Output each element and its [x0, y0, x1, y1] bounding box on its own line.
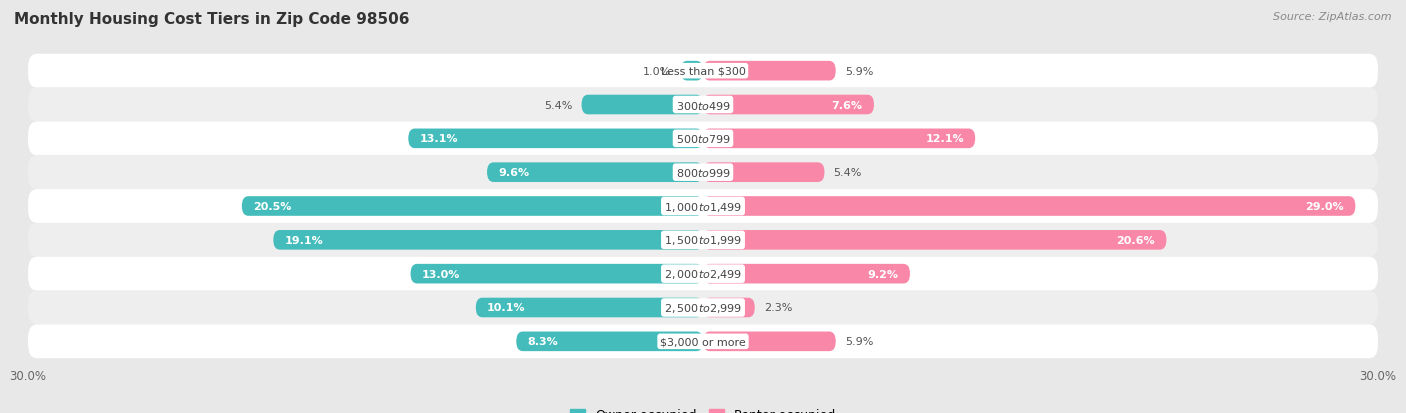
FancyBboxPatch shape: [703, 163, 824, 183]
Text: 19.1%: 19.1%: [284, 235, 323, 245]
Text: 13.1%: 13.1%: [419, 134, 458, 144]
Text: 5.4%: 5.4%: [834, 168, 862, 178]
FancyBboxPatch shape: [28, 55, 1378, 88]
FancyBboxPatch shape: [411, 264, 703, 284]
Text: Source: ZipAtlas.com: Source: ZipAtlas.com: [1274, 12, 1392, 22]
FancyBboxPatch shape: [703, 129, 976, 149]
FancyBboxPatch shape: [273, 230, 703, 250]
Text: Less than $300: Less than $300: [661, 66, 745, 76]
Text: $500 to $799: $500 to $799: [675, 133, 731, 145]
FancyBboxPatch shape: [242, 197, 703, 216]
FancyBboxPatch shape: [28, 257, 1378, 291]
FancyBboxPatch shape: [703, 332, 835, 351]
Text: 1.0%: 1.0%: [644, 66, 672, 76]
Text: 12.1%: 12.1%: [925, 134, 965, 144]
FancyBboxPatch shape: [28, 122, 1378, 156]
Text: 8.3%: 8.3%: [527, 337, 558, 347]
FancyBboxPatch shape: [681, 62, 703, 81]
Text: 9.2%: 9.2%: [868, 269, 898, 279]
FancyBboxPatch shape: [703, 95, 875, 115]
Text: $2,500 to $2,999: $2,500 to $2,999: [664, 301, 742, 314]
FancyBboxPatch shape: [28, 325, 1378, 358]
Text: $2,000 to $2,499: $2,000 to $2,499: [664, 268, 742, 280]
Text: 5.9%: 5.9%: [845, 337, 873, 347]
Text: 13.0%: 13.0%: [422, 269, 460, 279]
FancyBboxPatch shape: [408, 129, 703, 149]
Text: 5.4%: 5.4%: [544, 100, 572, 110]
Text: 2.3%: 2.3%: [763, 303, 792, 313]
Text: 9.6%: 9.6%: [498, 168, 530, 178]
FancyBboxPatch shape: [28, 88, 1378, 122]
FancyBboxPatch shape: [703, 264, 910, 284]
Text: $800 to $999: $800 to $999: [675, 167, 731, 179]
Text: $3,000 or more: $3,000 or more: [661, 337, 745, 347]
Text: $300 to $499: $300 to $499: [675, 99, 731, 111]
FancyBboxPatch shape: [28, 190, 1378, 223]
Text: 7.6%: 7.6%: [832, 100, 863, 110]
FancyBboxPatch shape: [703, 230, 1167, 250]
FancyBboxPatch shape: [703, 62, 835, 81]
Text: $1,500 to $1,999: $1,500 to $1,999: [664, 234, 742, 247]
FancyBboxPatch shape: [28, 156, 1378, 190]
Text: 20.5%: 20.5%: [253, 202, 291, 211]
FancyBboxPatch shape: [28, 291, 1378, 325]
Text: Monthly Housing Cost Tiers in Zip Code 98506: Monthly Housing Cost Tiers in Zip Code 9…: [14, 12, 409, 27]
Text: 20.6%: 20.6%: [1116, 235, 1156, 245]
FancyBboxPatch shape: [582, 95, 703, 115]
FancyBboxPatch shape: [516, 332, 703, 351]
FancyBboxPatch shape: [475, 298, 703, 318]
Text: 5.9%: 5.9%: [845, 66, 873, 76]
FancyBboxPatch shape: [28, 223, 1378, 257]
FancyBboxPatch shape: [703, 197, 1355, 216]
Legend: Owner-occupied, Renter-occupied: Owner-occupied, Renter-occupied: [565, 404, 841, 413]
Text: 10.1%: 10.1%: [486, 303, 526, 313]
FancyBboxPatch shape: [486, 163, 703, 183]
FancyBboxPatch shape: [703, 298, 755, 318]
Text: 29.0%: 29.0%: [1306, 202, 1344, 211]
Text: $1,000 to $1,499: $1,000 to $1,499: [664, 200, 742, 213]
